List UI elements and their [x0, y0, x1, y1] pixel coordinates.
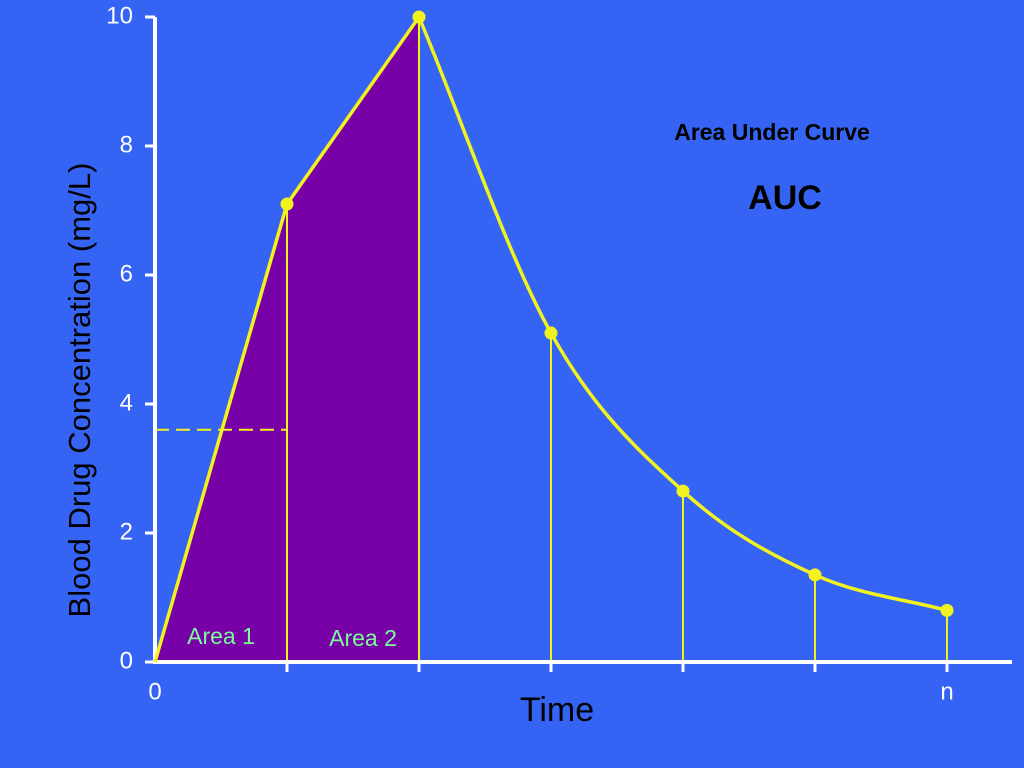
data-point: [544, 326, 558, 340]
curve: [153, 15, 948, 663]
x-tick-label: 0: [148, 678, 161, 705]
plot-area: 0 2 4 6 8 10 0 n Area 1 Area 2: [106, 2, 1012, 705]
area-label: Area 1: [187, 623, 255, 649]
data-point: [940, 603, 954, 617]
x-axis-label: Time: [520, 691, 594, 729]
y-tick-label: 0: [120, 647, 133, 674]
data-point: [676, 484, 690, 498]
area-label: Area 2: [329, 625, 397, 651]
data-point: [808, 568, 822, 582]
data-point: [280, 197, 294, 211]
chart-subtitle: AUC: [748, 179, 822, 217]
y-axis-label: Blood Drug Concentration (mg/L): [62, 163, 97, 618]
y-tick-label: 8: [120, 131, 133, 158]
x-tick-label: n: [940, 678, 953, 705]
y-tick-label: 10: [106, 2, 133, 29]
chart-title: Area Under Curve: [674, 119, 870, 145]
y-tick-label: 2: [120, 518, 133, 545]
data-point: [412, 10, 426, 24]
y-tick-label: 6: [120, 260, 133, 287]
shaded-area: [287, 17, 419, 662]
y-tick-label: 4: [120, 389, 133, 416]
